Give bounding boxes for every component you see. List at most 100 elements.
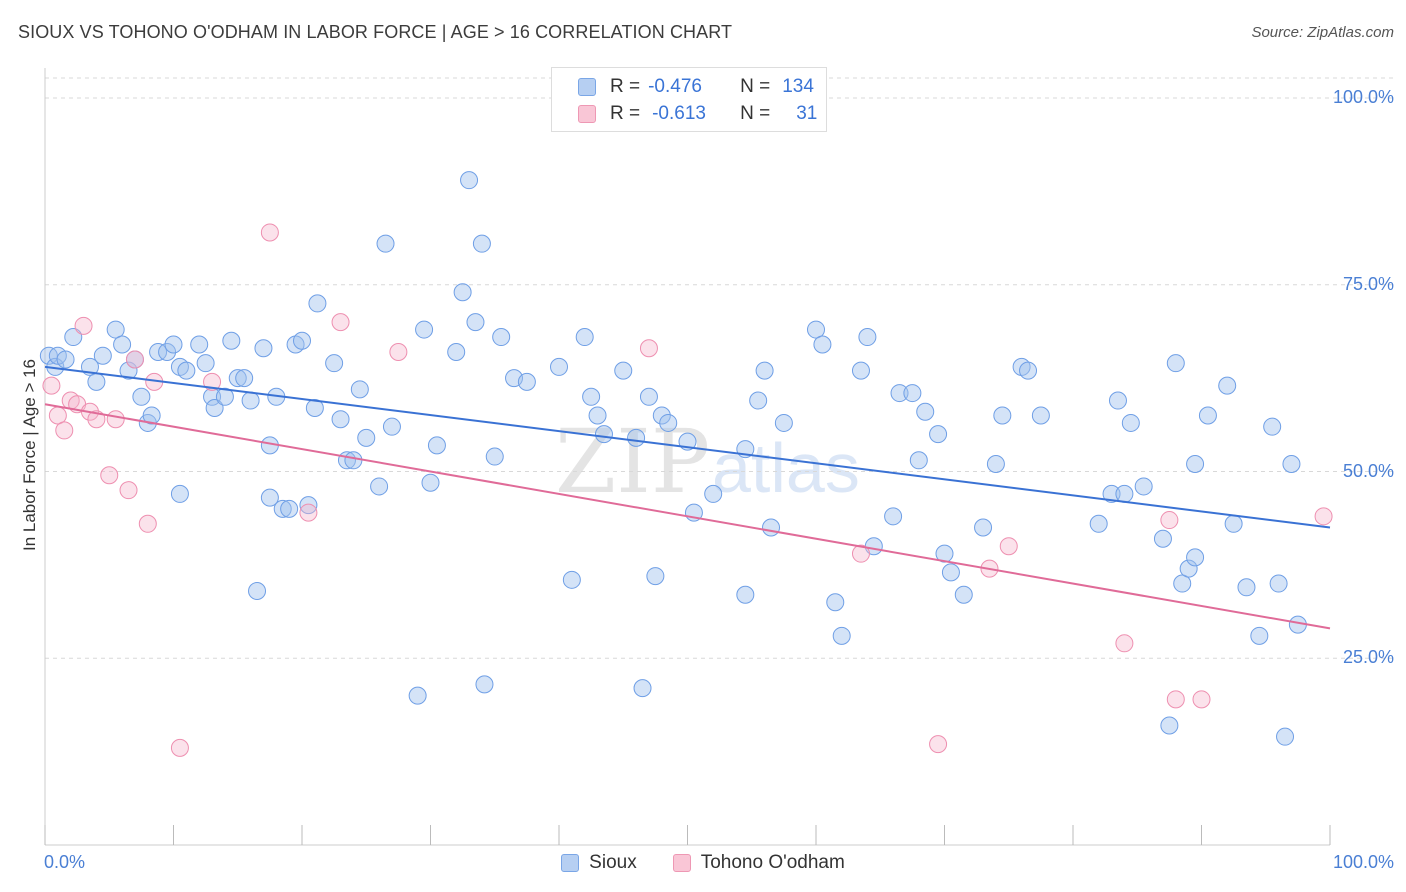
- sioux-point: [415, 320, 434, 339]
- sioux-point: [832, 626, 851, 645]
- sioux-point: [308, 294, 327, 313]
- sioux-point: [196, 354, 215, 373]
- tohono-point: [138, 514, 157, 533]
- tohono-point: [331, 313, 350, 332]
- sioux-point: [1282, 455, 1301, 474]
- legend-r-value: -0.613: [652, 103, 706, 124]
- tohono-point: [299, 503, 318, 522]
- sioux-point: [421, 473, 440, 492]
- stats-legend: R = -0.476 N = 134 R = -0.613 N = 31: [551, 67, 827, 132]
- sioux-point: [1134, 477, 1153, 496]
- sioux-point: [762, 518, 781, 537]
- sioux-point: [1276, 727, 1295, 746]
- tohono-point: [851, 544, 870, 563]
- y-tick-label: 100.0%: [1332, 87, 1394, 107]
- legend-r-value: -0.476: [648, 76, 702, 97]
- sioux-point: [517, 372, 536, 391]
- sioux-swatch: [578, 78, 596, 96]
- sioux-point: [588, 406, 607, 425]
- axes: [44, 68, 1331, 846]
- sioux-point: [1186, 455, 1205, 474]
- sioux-point: [749, 391, 768, 410]
- sioux-point: [177, 361, 196, 380]
- sioux-point: [1115, 484, 1134, 503]
- sioux-point: [260, 488, 279, 507]
- legend-item-sioux: Sioux: [561, 852, 637, 874]
- tohono-point: [55, 421, 74, 440]
- tohono-point: [74, 316, 93, 335]
- legend-row-tohono: R = -0.613 N = 31: [578, 103, 817, 125]
- sioux-point: [235, 369, 254, 388]
- legend-item-tohono: Tohono O'odham: [672, 852, 845, 874]
- sioux-point: [1121, 413, 1140, 432]
- tohono-point: [389, 342, 408, 361]
- legend-row-sioux: R = -0.476 N = 134: [578, 76, 814, 98]
- sioux-point: [916, 402, 935, 421]
- sioux-point: [408, 686, 427, 705]
- sioux-point: [427, 436, 446, 455]
- sioux-point: [293, 331, 311, 350]
- y-tick-label: 25.0%: [1342, 647, 1394, 668]
- data-points: [39, 171, 1333, 757]
- legend-n-value: 134: [782, 76, 814, 97]
- sioux-point: [466, 313, 485, 332]
- sioux-point: [93, 346, 112, 365]
- y-tick-label: 50.0%: [1342, 460, 1394, 481]
- sioux-point: [370, 477, 389, 496]
- sioux-point: [1108, 391, 1127, 410]
- sioux-point: [890, 384, 909, 403]
- sioux-point: [475, 675, 494, 694]
- legend-n-value: 31: [796, 103, 818, 124]
- sioux-point: [974, 518, 993, 537]
- tohono-point: [1314, 507, 1333, 526]
- sioux-point: [807, 320, 825, 339]
- watermark-atlas: atlas: [712, 429, 860, 507]
- tohono-point: [100, 466, 119, 485]
- sioux-point: [1269, 574, 1288, 593]
- sioux-point: [241, 391, 260, 410]
- sioux-point: [550, 357, 568, 376]
- sioux-point: [492, 328, 511, 347]
- sioux-point: [1160, 716, 1179, 735]
- tohono-point: [42, 376, 61, 395]
- sioux-point: [582, 387, 601, 406]
- sioux-point: [447, 342, 466, 361]
- sioux-point: [627, 428, 646, 447]
- sioux-point: [222, 331, 241, 350]
- legend-r-label: R =: [610, 103, 641, 124]
- sioux-point: [1250, 626, 1269, 645]
- sioux-point: [132, 387, 151, 406]
- tohono-point: [999, 537, 1018, 556]
- watermark: ZIP atlas: [555, 410, 860, 513]
- sioux-point: [954, 585, 973, 604]
- sioux-point: [1237, 578, 1256, 597]
- sioux-point: [1179, 559, 1198, 578]
- tohono-swatch: [578, 105, 596, 123]
- tohono-point: [1166, 690, 1185, 709]
- tohono-point: [1160, 511, 1179, 530]
- sioux-point: [1218, 376, 1237, 395]
- trend-lines: [44, 365, 1331, 630]
- sioux-point: [826, 593, 845, 612]
- source-label: Source: ZipAtlas.com: [1251, 24, 1394, 41]
- sioux-point: [575, 328, 594, 347]
- sioux-point: [325, 354, 344, 373]
- tohono-point: [119, 481, 138, 500]
- sioux-point: [986, 455, 1005, 474]
- tohono-point: [125, 350, 144, 369]
- sioux-point: [344, 451, 363, 470]
- sioux-point: [652, 406, 671, 425]
- sioux-swatch: [561, 854, 580, 872]
- sioux-point: [1263, 417, 1282, 436]
- legend-r-label: R =: [610, 76, 641, 97]
- tohono-point: [639, 339, 658, 358]
- legend-n-label: N =: [740, 76, 771, 97]
- sioux-point: [1224, 514, 1243, 533]
- sioux-point: [376, 234, 395, 253]
- tohono-point: [48, 406, 67, 425]
- sioux-point: [935, 544, 954, 563]
- sioux-point: [382, 417, 401, 436]
- sioux-point: [909, 451, 928, 470]
- sioux-point: [472, 234, 491, 253]
